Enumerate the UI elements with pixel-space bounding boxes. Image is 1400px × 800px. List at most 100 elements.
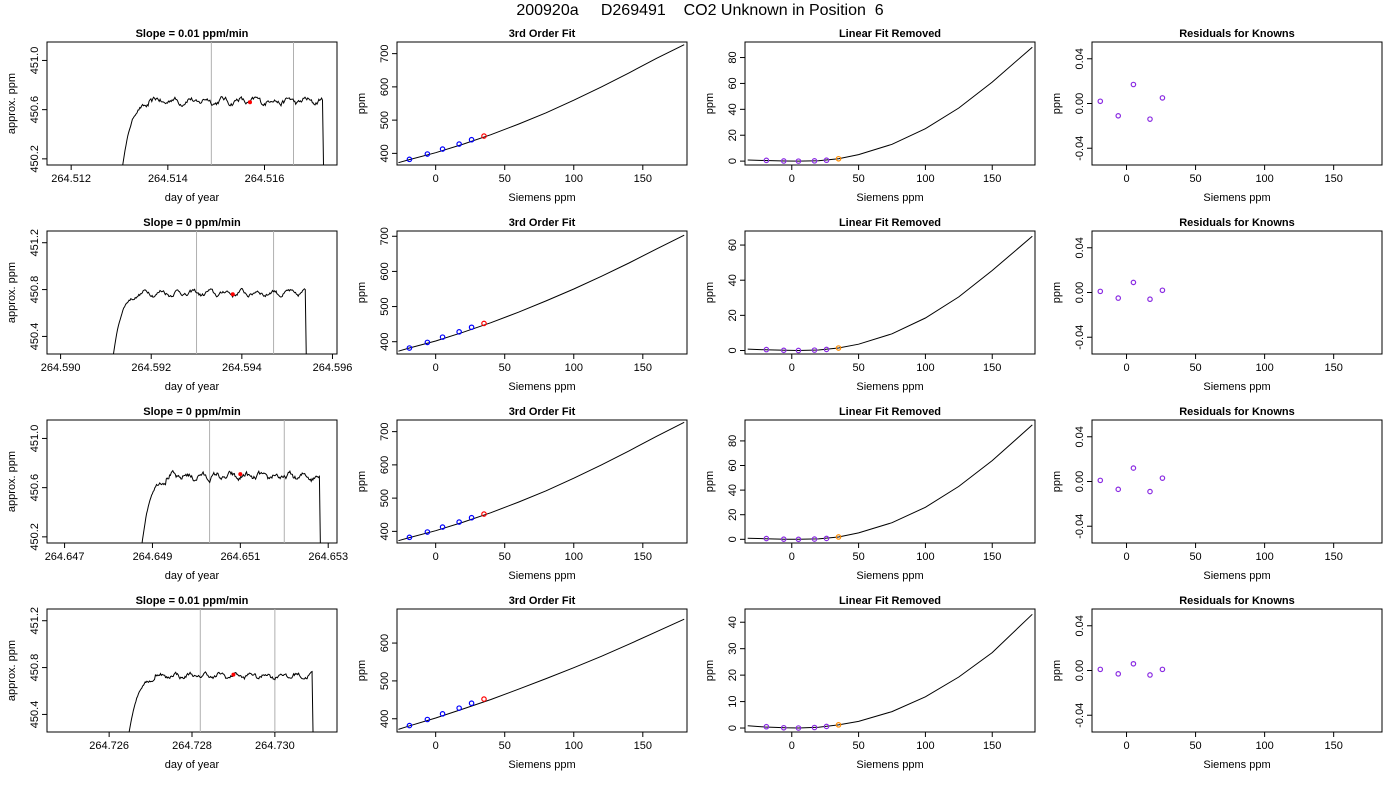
known-point xyxy=(439,146,446,152)
unknown-point xyxy=(481,133,487,139)
y-axis-label: ppm xyxy=(1051,93,1063,114)
y-axis-label: approx. ppm xyxy=(6,451,18,512)
x-tick-label: 50 xyxy=(499,740,511,752)
unknown-mean-point xyxy=(248,100,252,105)
y-tick-label: 0.00 xyxy=(1074,282,1086,303)
known-point xyxy=(780,347,787,354)
x-tick-label: 264.647 xyxy=(45,551,85,563)
y-tick-label: 500 xyxy=(379,297,391,315)
x-tick-label: 50 xyxy=(852,173,864,185)
known-point xyxy=(763,157,770,164)
x-tick-label: 150 xyxy=(1324,740,1342,752)
measurement-trace xyxy=(122,95,325,165)
y-tick-label: -0.04 xyxy=(1074,703,1086,728)
x-tick-label: 100 xyxy=(1255,740,1273,752)
x-tick-label: 0 xyxy=(789,740,795,752)
y-axis-label: approx. ppm xyxy=(6,73,18,134)
y-axis-label: ppm xyxy=(356,282,368,303)
x-axis-label: Siemens ppm xyxy=(508,192,575,204)
y-tick-label: 0 xyxy=(727,536,739,542)
panel-2-1: Slope = 0 ppm/min 264.590 264.592 264.594 26… xyxy=(6,217,352,393)
plot-frame xyxy=(744,230,1036,355)
panel-title: Slope = 0.01 ppm/min xyxy=(136,595,249,607)
y-tick-label: 20 xyxy=(727,309,739,321)
residual-point xyxy=(1115,671,1122,677)
residual-point xyxy=(1115,113,1122,119)
known-point xyxy=(439,524,446,530)
plot-area xyxy=(1097,465,1166,495)
y-tick-label: 451.2 xyxy=(29,229,41,257)
known-point xyxy=(424,151,431,157)
residual-point xyxy=(1115,295,1122,301)
y-axis-label: ppm xyxy=(356,93,368,114)
plot-area xyxy=(398,618,685,730)
x-axis-label: Siemens ppm xyxy=(856,570,923,582)
plot-frame xyxy=(396,230,688,355)
plot-frame xyxy=(46,230,338,355)
x-tick-label: 264.649 xyxy=(133,551,173,563)
known-point xyxy=(406,722,413,729)
known-point xyxy=(439,711,446,717)
unknown-point xyxy=(481,511,487,517)
known-point xyxy=(795,536,802,543)
panel-1-2: 3rd Order Fit 0 50 100 150 400 500 600 700 Siemen… xyxy=(356,28,688,204)
x-tick-label: 150 xyxy=(634,362,652,374)
plot-frame xyxy=(744,608,1036,733)
x-tick-label: 0 xyxy=(433,173,439,185)
plot-frame xyxy=(1091,41,1383,166)
y-tick-label: 0.00 xyxy=(1074,93,1086,114)
y-tick-label: 0 xyxy=(727,347,739,353)
x-axis-label: Siemens ppm xyxy=(1203,570,1270,582)
residual-point xyxy=(1159,287,1166,294)
y-tick-label: 600 xyxy=(379,634,391,652)
known-point xyxy=(780,536,787,542)
plot-area xyxy=(398,421,685,542)
panel-title: Residuals for Knowns xyxy=(1179,217,1295,229)
residual-point xyxy=(1147,116,1153,122)
known-point xyxy=(468,700,475,707)
measurement-trace xyxy=(141,469,321,543)
unknown-point xyxy=(481,696,487,702)
x-tick-label: 264.516 xyxy=(245,173,285,185)
known-point xyxy=(763,723,770,730)
plot-frame xyxy=(46,41,338,166)
y-tick-label: 500 xyxy=(379,672,391,690)
x-tick-label: 50 xyxy=(852,740,864,752)
y-tick-label: 0.04 xyxy=(1074,615,1086,636)
y-tick-label: 450.6 xyxy=(29,96,41,124)
y-tick-label: 0.04 xyxy=(1074,426,1086,447)
y-tick-label: -0.04 xyxy=(1074,514,1086,539)
x-tick-label: 0 xyxy=(789,362,795,374)
x-tick-label: 100 xyxy=(916,173,934,185)
y-tick-label: 10 xyxy=(727,695,739,707)
known-point xyxy=(811,536,818,542)
residual-point xyxy=(1147,296,1153,303)
panel-4-1: Slope = 0.01 ppm/min 264.726 264.728 264.73… xyxy=(6,595,338,771)
x-tick-label: 150 xyxy=(634,551,652,563)
known-point xyxy=(823,723,830,730)
page-title: 200920a D269491 CO2 Unknown in Position … xyxy=(516,2,884,19)
x-tick-label: 264.594 xyxy=(222,362,262,374)
residual-point xyxy=(1147,488,1153,495)
y-axis-label: approx. ppm xyxy=(6,640,18,701)
y-tick-label: 700 xyxy=(379,227,391,245)
plot-area xyxy=(112,231,307,354)
x-tick-label: 150 xyxy=(983,362,1001,374)
x-tick-label: 50 xyxy=(499,173,511,185)
unknown-mean-point xyxy=(230,292,235,297)
y-tick-label: 600 xyxy=(379,456,391,474)
x-tick-label: 150 xyxy=(634,173,652,185)
panel-3-3: Linear Fit Removed 0 50 100 150 0 20 40 60 80 Siem… xyxy=(704,406,1036,582)
x-tick-label: 100 xyxy=(916,551,934,563)
x-tick-label: 100 xyxy=(565,551,583,563)
x-tick-label: 100 xyxy=(1255,173,1273,185)
x-tick-label: 100 xyxy=(1255,551,1273,563)
y-tick-label: 450.4 xyxy=(29,323,41,351)
x-axis-label: day of year xyxy=(165,759,220,771)
x-tick-label: 150 xyxy=(1324,551,1342,563)
measurement-trace xyxy=(112,287,307,354)
y-tick-label: 0.00 xyxy=(1074,471,1086,492)
panel-title: 3rd Order Fit xyxy=(509,595,576,607)
x-tick-label: 0 xyxy=(433,362,439,374)
y-tick-label: 40 xyxy=(727,274,739,286)
